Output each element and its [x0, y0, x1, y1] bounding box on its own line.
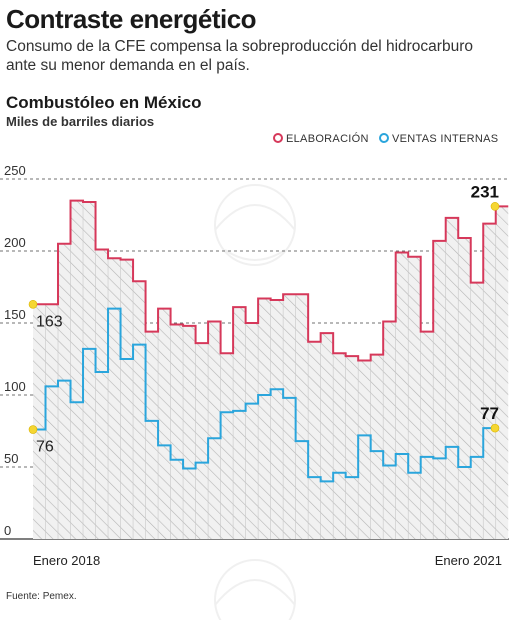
start-marker: [28, 425, 38, 434]
y-tick-label: 0: [4, 523, 11, 538]
y-tick-label: 50: [4, 451, 18, 466]
y-tick-label: 100: [4, 379, 26, 394]
end-marker: [490, 202, 500, 211]
y-tick-label: 200: [4, 235, 26, 250]
legend-label: VENTAS INTERNAS: [392, 133, 498, 145]
units-label: Miles de barriles diarios: [6, 114, 155, 129]
series-line-ventas-internas: [33, 307, 496, 483]
value-labels: 163 231 76 77: [28, 182, 500, 456]
section-title: Combustóleo en México: [6, 93, 202, 112]
end-value-label: 77: [480, 404, 499, 423]
source-note: Fuente: Pemex.: [6, 591, 77, 602]
y-axis: 0 50 100 150 200 250: [4, 163, 26, 538]
chart-subtitle: Consumo de la CFE compensa la sobreprodu…: [6, 38, 473, 74]
x-axis: Enero 2018 Enero 2021: [33, 553, 502, 568]
y-tick-label: 150: [4, 307, 26, 322]
series-line-elaboraci-n: [33, 199, 509, 362]
start-value-label: 76: [36, 439, 54, 456]
legend-label: ELABORACIÓN: [286, 132, 369, 145]
start-marker: [28, 299, 38, 309]
legend: ELABORACIÓN VENTAS INTERNAS: [273, 132, 498, 145]
watermark-emblem-top: [214, 184, 296, 266]
x-tick-label-start: Enero 2018: [33, 553, 100, 568]
series-lines: [33, 199, 509, 483]
chart-title: Contraste energético: [6, 4, 257, 34]
start-value-label: 163: [36, 313, 63, 330]
watermark-emblem-bottom: [214, 559, 296, 620]
y-tick-label: 250: [4, 163, 26, 178]
end-marker: [490, 423, 500, 433]
legend-marker: [273, 133, 283, 143]
x-tick-label-end: Enero 2021: [435, 553, 502, 568]
end-value-label: 231: [471, 182, 499, 201]
legend-marker: [379, 133, 389, 143]
hatched-area: [33, 200, 509, 539]
